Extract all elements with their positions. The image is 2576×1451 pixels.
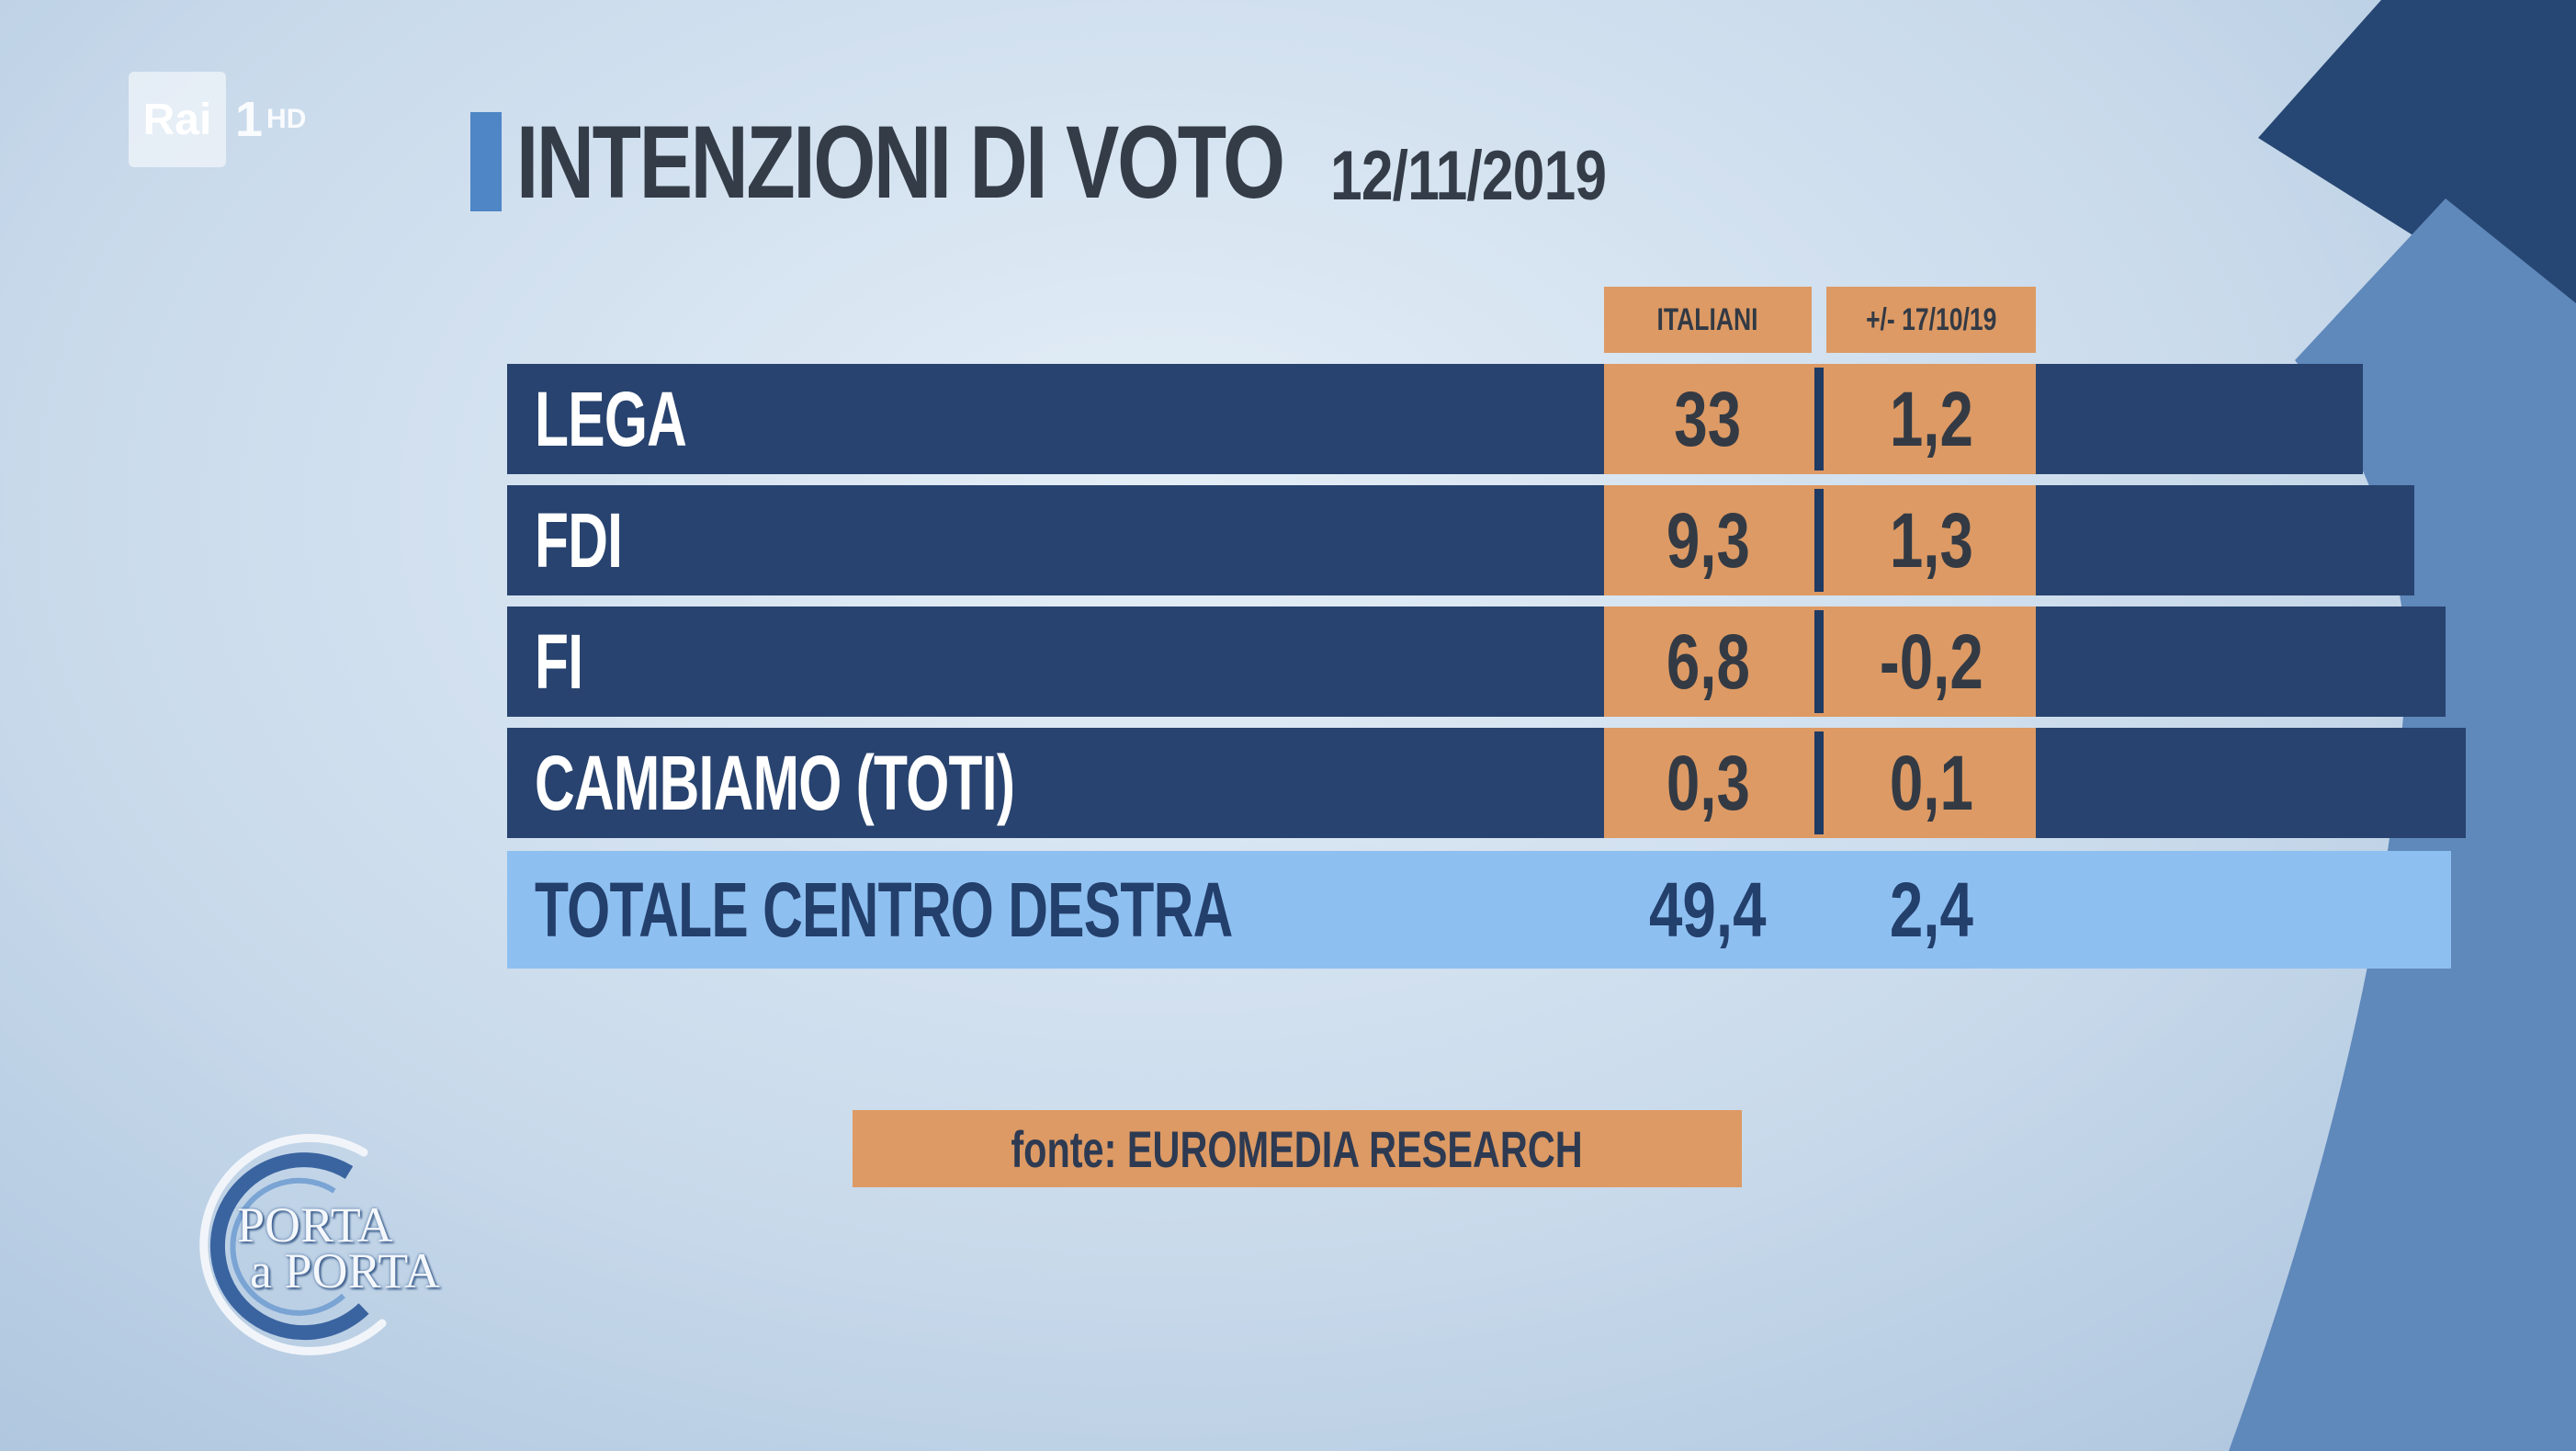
channel-number: 1 bbox=[235, 92, 264, 147]
party-label: CAMBIAMO (TOTI) bbox=[535, 740, 1015, 826]
source-label: fonte: EUROMEDIA RESEARCH bbox=[853, 1110, 1742, 1187]
value-cell-change bbox=[1826, 728, 2036, 838]
change-value: 0,1 bbox=[1889, 740, 1973, 826]
row-background bbox=[507, 728, 2466, 838]
italiani-value: 33 bbox=[1674, 376, 1742, 462]
total-change-value: 2,4 bbox=[1889, 867, 1973, 953]
rai-brand: Rai bbox=[142, 95, 212, 144]
rai-logo-box: Rai bbox=[129, 72, 226, 167]
show-logo-line2: a PORTA bbox=[250, 1243, 440, 1298]
value-cell-change bbox=[1826, 485, 2036, 595]
total-italiani-value: 49,4 bbox=[1649, 867, 1767, 953]
party-label: FDI bbox=[535, 497, 623, 584]
row-background bbox=[507, 606, 2446, 717]
total-row-background bbox=[507, 851, 2451, 969]
show-logo-line1: PORTA bbox=[237, 1197, 393, 1253]
cell-separator bbox=[1812, 728, 1826, 838]
change-value: 1,3 bbox=[1889, 497, 1973, 584]
italiani-value: 0,3 bbox=[1666, 740, 1750, 826]
italiani-value: 6,8 bbox=[1666, 618, 1750, 705]
cell-separator bbox=[1812, 606, 1826, 717]
value-cell-italiani bbox=[1604, 728, 1812, 838]
column-header-italiani: ITALIANI bbox=[1604, 287, 1812, 353]
column-header-change: +/- 17/10/19 bbox=[1826, 287, 2036, 353]
value-cell-change bbox=[1826, 606, 2036, 717]
change-value: 1,2 bbox=[1889, 376, 1973, 462]
hd-badge: HD bbox=[266, 104, 307, 134]
cell-separator bbox=[1812, 364, 1826, 474]
party-label: LEGA bbox=[535, 376, 687, 462]
row-background bbox=[507, 485, 2414, 595]
value-cell-change bbox=[1826, 364, 2036, 474]
title-date: 12/11/2019 bbox=[1330, 137, 1607, 215]
porta-a-porta-ring-icon bbox=[199, 1133, 387, 1355]
title-accent-bar bbox=[470, 112, 502, 211]
party-label: FI bbox=[535, 618, 583, 705]
chart-title: INTENZIONI DI VOTO 12/11/2019 bbox=[516, 103, 1607, 221]
channel-logo: Rai 1 HD bbox=[129, 72, 306, 167]
change-value: -0,2 bbox=[1879, 618, 1983, 705]
title-text: INTENZIONI DI VOTO bbox=[516, 105, 1285, 220]
cell-separator bbox=[1812, 485, 1826, 595]
value-cell-italiani bbox=[1604, 606, 1812, 717]
total-label: TOTALE CENTRO DESTRA bbox=[535, 867, 1233, 953]
row-background bbox=[507, 364, 2363, 474]
italiani-value: 9,3 bbox=[1666, 497, 1750, 584]
value-cell-italiani bbox=[1604, 485, 1812, 595]
porta-a-porta-logo: PORTA a PORTA bbox=[180, 1127, 456, 1366]
value-cell-italiani bbox=[1604, 364, 1812, 474]
